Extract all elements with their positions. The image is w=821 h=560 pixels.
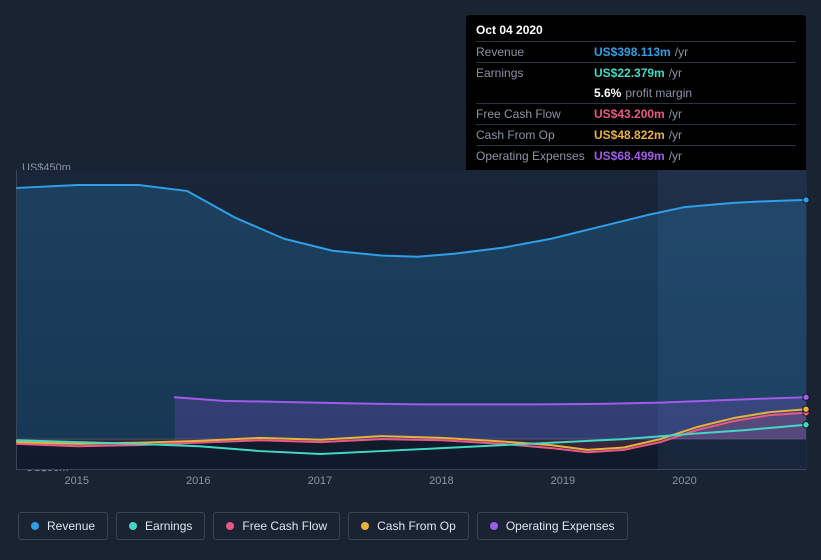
x-axis-tick: 2017 bbox=[308, 475, 332, 487]
tooltip-row-value: 5.6% bbox=[594, 86, 621, 100]
chart-legend: Revenue Earnings Free Cash Flow Cash From O… bbox=[18, 512, 628, 540]
legend-label: Revenue bbox=[47, 519, 95, 533]
tooltip-row-unit: /yr bbox=[669, 128, 682, 142]
tooltip-row-label: Cash From Op bbox=[476, 128, 594, 142]
tooltip-row: 5.6% profit margin bbox=[476, 83, 796, 103]
legend-dot-icon bbox=[31, 522, 39, 530]
legend-label: Operating Expenses bbox=[506, 519, 615, 533]
legend-dot-icon bbox=[490, 522, 498, 530]
legend-dot-icon bbox=[361, 522, 369, 530]
tooltip-row: Cash From OpUS$48.822m/yr bbox=[476, 124, 796, 145]
chart-tooltip: Oct 04 2020 RevenueUS$398.113m/yrEarning… bbox=[466, 15, 806, 174]
legend-label: Cash From Op bbox=[377, 519, 456, 533]
tooltip-row-unit: /yr bbox=[675, 45, 688, 59]
legend-item[interactable]: Revenue bbox=[18, 512, 108, 540]
legend-label: Free Cash Flow bbox=[242, 519, 327, 533]
tooltip-row-value: US$43.200m bbox=[594, 107, 665, 121]
series-end-marker bbox=[803, 422, 809, 428]
tooltip-row-unit: /yr bbox=[669, 107, 682, 121]
tooltip-row-label bbox=[476, 86, 594, 100]
tooltip-row: EarningsUS$22.379m/yr bbox=[476, 62, 796, 83]
legend-dot-icon bbox=[226, 522, 234, 530]
tooltip-row-label: Earnings bbox=[476, 66, 594, 80]
legend-item[interactable]: Cash From Op bbox=[348, 512, 469, 540]
series-end-marker bbox=[803, 197, 809, 203]
legend-label: Earnings bbox=[145, 519, 192, 533]
tooltip-row-value: US$22.379m bbox=[594, 66, 665, 80]
tooltip-row-value: US$398.113m bbox=[594, 45, 671, 59]
tooltip-row-label: Revenue bbox=[476, 45, 594, 59]
financials-chart-container: { "background_color": "#1a2332", "toolti… bbox=[0, 0, 821, 560]
legend-item[interactable]: Operating Expenses bbox=[477, 512, 628, 540]
x-axis: 2015 2016 2017 2018 2019 2020 bbox=[16, 475, 806, 495]
tooltip-date: Oct 04 2020 bbox=[476, 23, 796, 41]
tooltip-row: RevenueUS$398.113m/yr bbox=[476, 41, 796, 62]
legend-item[interactable]: Free Cash Flow bbox=[213, 512, 340, 540]
x-axis-tick: 2018 bbox=[429, 475, 453, 487]
x-axis-tick: 2016 bbox=[186, 475, 210, 487]
tooltip-row: Free Cash FlowUS$43.200m/yr bbox=[476, 103, 796, 124]
series-end-marker bbox=[803, 394, 809, 400]
x-axis-tick: 2019 bbox=[551, 475, 575, 487]
tooltip-rows: RevenueUS$398.113m/yrEarningsUS$22.379m/… bbox=[476, 41, 796, 166]
legend-item[interactable]: Earnings bbox=[116, 512, 205, 540]
chart-lines bbox=[17, 170, 806, 469]
chart-plot[interactable] bbox=[16, 170, 806, 470]
legend-dot-icon bbox=[129, 522, 137, 530]
series-end-marker bbox=[803, 406, 809, 412]
chart-area: US$450mUS$0-US$50m 201520162017201820192… bbox=[16, 155, 806, 475]
tooltip-row-note: profit margin bbox=[625, 86, 692, 100]
tooltip-row-label: Free Cash Flow bbox=[476, 107, 594, 121]
x-axis-tick: 2020 bbox=[672, 475, 696, 487]
tooltip-row-unit: /yr bbox=[669, 66, 682, 80]
tooltip-row-value: US$48.822m bbox=[594, 128, 665, 142]
x-axis-tick: 2015 bbox=[65, 475, 89, 487]
